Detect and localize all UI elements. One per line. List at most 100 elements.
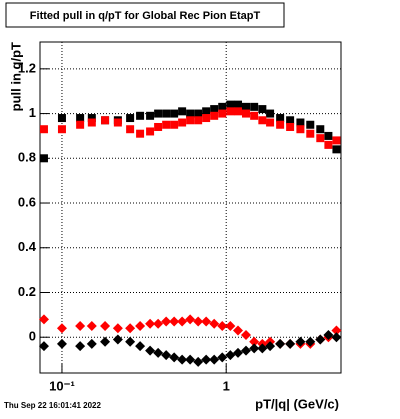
square-marker — [332, 145, 341, 154]
y-tick-label: 0 — [29, 329, 36, 344]
square-marker — [194, 109, 203, 118]
x-tick-label: 10⁻¹ — [49, 378, 75, 393]
square-marker — [178, 107, 187, 116]
square-marker — [324, 131, 333, 140]
square-marker — [226, 100, 235, 109]
square-marker — [324, 140, 333, 149]
diamond-marker — [185, 314, 196, 325]
diamond-marker — [75, 341, 86, 352]
square-marker — [226, 107, 235, 116]
diamond-marker — [249, 336, 260, 347]
square-marker — [39, 154, 48, 163]
diamond-marker — [225, 321, 236, 332]
diamond-marker — [295, 336, 306, 347]
square-marker — [87, 114, 96, 123]
diamond-marker — [177, 354, 188, 365]
square-marker — [170, 120, 179, 129]
diamond-marker — [193, 316, 204, 327]
diamond-marker — [201, 316, 212, 327]
square-marker — [57, 114, 66, 123]
diamond-marker — [145, 318, 156, 329]
diamond-marker — [100, 321, 111, 332]
diamond-marker — [185, 354, 196, 365]
diamond-marker — [241, 329, 252, 340]
square-marker — [266, 118, 275, 127]
diamond-marker — [135, 341, 146, 352]
diamond-marker — [315, 334, 326, 345]
diamond-marker — [100, 336, 111, 347]
square-marker — [316, 134, 325, 143]
square-marker — [266, 109, 275, 118]
diamond-marker — [86, 321, 97, 332]
diamond-marker — [145, 345, 156, 356]
square-marker — [57, 125, 66, 134]
diamond-marker — [249, 343, 260, 354]
diamond-marker — [153, 347, 164, 358]
square-marker — [194, 116, 203, 125]
y-axis-label: pull in q/pT — [8, 42, 23, 111]
diamond-marker — [275, 338, 286, 349]
y-tick-label: 1.2 — [18, 60, 36, 75]
square-marker — [126, 125, 135, 134]
square-marker — [306, 120, 315, 129]
y-tick-label: 0.6 — [18, 194, 36, 209]
square-marker — [202, 114, 211, 123]
y-tick-label: 1 — [29, 105, 36, 120]
square-marker — [87, 118, 96, 127]
square-marker — [76, 120, 85, 129]
square-marker — [76, 114, 85, 123]
square-marker — [296, 118, 305, 127]
diamond-marker — [135, 321, 146, 332]
diamond-marker — [265, 341, 276, 352]
y-tick-label: 0.4 — [18, 239, 37, 254]
diamond-marker — [112, 334, 123, 345]
diamond-marker — [201, 354, 212, 365]
square-marker — [136, 111, 145, 120]
square-marker — [242, 109, 251, 118]
square-marker — [258, 116, 267, 125]
diamond-marker — [153, 318, 164, 329]
plot-frame — [39, 41, 342, 374]
diamond-marker — [86, 338, 97, 349]
square-marker — [154, 109, 163, 118]
square-marker — [136, 129, 145, 138]
chart-title: Fitted pull in q/pT for Global Rec Pion … — [30, 10, 261, 22]
diamond-marker — [285, 338, 296, 349]
diamond-marker — [323, 329, 334, 340]
diamond-marker — [217, 321, 228, 332]
square-marker — [101, 116, 110, 125]
y-tick-label: 0.2 — [18, 284, 36, 299]
square-marker — [210, 105, 219, 114]
square-marker — [286, 122, 295, 131]
diamond-marker — [38, 341, 49, 352]
square-marker — [146, 127, 155, 136]
square-marker — [186, 109, 195, 118]
diamond-marker — [233, 347, 244, 358]
square-marker — [296, 125, 305, 134]
square-marker — [258, 105, 267, 114]
square-marker — [154, 122, 163, 131]
diamond-marker — [125, 323, 136, 334]
diamond-marker — [161, 316, 172, 327]
diamond-marker — [56, 323, 67, 334]
square-marker — [170, 109, 179, 118]
diamond-marker — [161, 350, 172, 361]
diamond-marker — [257, 343, 268, 354]
diamond-marker — [177, 316, 188, 327]
y-tick-label: 0.8 — [18, 150, 36, 165]
diamond-marker — [38, 314, 49, 325]
square-marker — [276, 120, 285, 129]
diamond-marker — [305, 336, 316, 347]
diamond-marker — [169, 316, 180, 327]
x-tick-label: 1 — [223, 378, 230, 393]
diamond-marker — [331, 325, 342, 336]
square-marker — [210, 111, 219, 120]
diamond-marker — [169, 352, 180, 363]
title-box — [5, 2, 285, 28]
x-axis-label: pT/|q| (GeV/c) — [255, 396, 339, 411]
diamond-marker — [331, 332, 342, 343]
square-marker — [242, 102, 251, 111]
square-marker — [162, 109, 171, 118]
square-marker — [306, 129, 315, 138]
